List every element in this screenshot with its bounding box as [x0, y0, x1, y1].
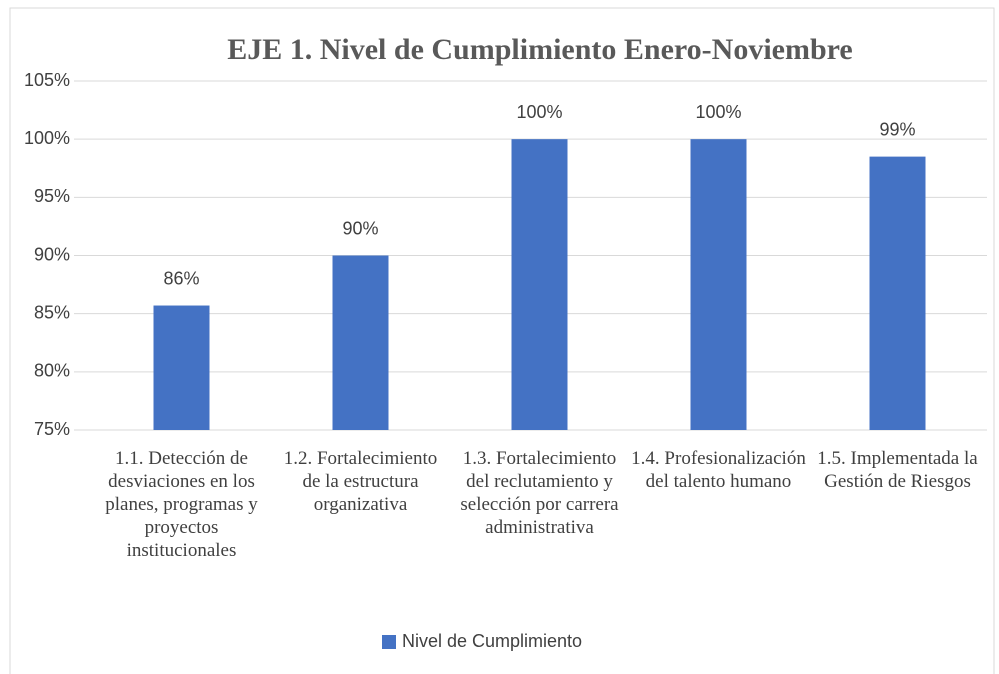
x-tick-label: 1.5. Implementada la Gestión de Riesgos [817, 448, 978, 492]
bar [690, 139, 747, 430]
y-tick-label: 100% [24, 128, 70, 148]
x-tick-label: 1.3. Fortalecimiento del reclutamiento y… [460, 448, 619, 538]
y-tick-label: 85% [34, 302, 70, 322]
bar [332, 255, 389, 430]
chart-title: EJE 1. Nivel de Cumplimiento Enero-Novie… [227, 33, 853, 66]
data-label: 99% [879, 119, 915, 139]
y-tick-label: 80% [34, 361, 70, 381]
y-tick-label: 90% [34, 244, 70, 264]
y-tick-label: 105% [24, 70, 70, 90]
data-label: 86% [163, 268, 199, 288]
bar [869, 156, 926, 430]
data-label: 100% [695, 102, 741, 122]
x-tick-label: 1.2. Fortalecimiento de la estructura or… [283, 448, 438, 515]
data-label: 90% [342, 218, 378, 238]
y-tick-label: 95% [34, 186, 70, 206]
x-tick-label: 1.4. Profesionalización del talento huma… [631, 448, 806, 492]
y-tick-label: 75% [34, 419, 70, 439]
data-label: 100% [516, 102, 562, 122]
bar [153, 305, 210, 430]
bar [511, 139, 568, 430]
legend-swatch [382, 635, 396, 649]
x-tick-label: 1.1. Detección de desviaciones en los pl… [105, 448, 258, 561]
legend-label: Nivel de Cumplimiento [402, 631, 582, 651]
